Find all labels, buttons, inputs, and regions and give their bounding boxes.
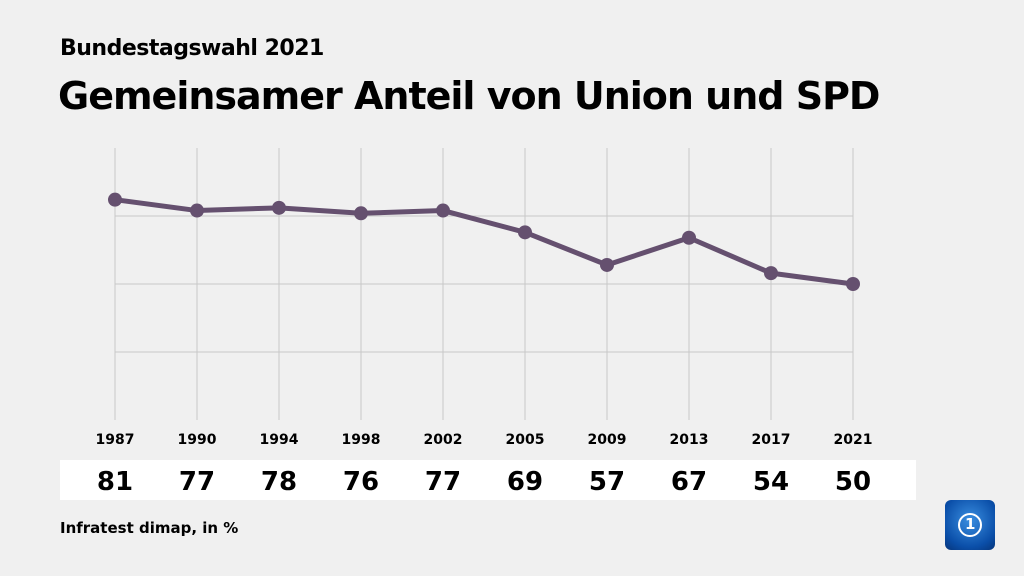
tagesschau-logo: 1 xyxy=(945,500,995,550)
data-point xyxy=(190,203,204,218)
data-point xyxy=(682,230,696,245)
data-label: 54 xyxy=(753,467,789,497)
x-tick-label: 2017 xyxy=(752,432,791,448)
data-point xyxy=(600,257,614,272)
data-point xyxy=(436,203,450,218)
x-tick-label: 1987 xyxy=(96,432,135,448)
logo-one: 1 xyxy=(965,515,976,533)
data-label: 81 xyxy=(97,467,133,497)
data-point xyxy=(354,206,368,221)
data-point xyxy=(108,192,122,207)
x-tick-label: 1998 xyxy=(342,432,381,448)
data-label: 77 xyxy=(425,467,461,497)
source-note: Infratest dimap, in % xyxy=(60,519,239,537)
value-row xyxy=(60,460,916,500)
x-tick-label: 2009 xyxy=(588,432,627,448)
data-point xyxy=(272,200,286,215)
data-label: 78 xyxy=(261,467,297,497)
x-tick-label: 2013 xyxy=(670,432,709,448)
data-point xyxy=(764,266,778,281)
x-tick-label: 1994 xyxy=(260,432,299,448)
data-label: 50 xyxy=(835,467,871,497)
data-point xyxy=(846,277,860,291)
x-tick-label: 2005 xyxy=(506,432,545,448)
data-label: 57 xyxy=(589,467,625,497)
chart-supertitle: Bundestagswahl 2021 xyxy=(60,36,324,61)
data-point xyxy=(518,225,532,240)
x-tick-label: 2002 xyxy=(424,432,463,448)
data-label: 69 xyxy=(507,467,543,497)
data-label: 76 xyxy=(343,467,379,497)
data-label: 67 xyxy=(671,467,707,497)
x-tick-label: 2021 xyxy=(834,432,873,448)
chart-title: Gemeinsamer Anteil von Union und SPD xyxy=(58,74,880,118)
data-label: 77 xyxy=(179,467,215,497)
series-line xyxy=(114,197,854,287)
x-tick-label: 1990 xyxy=(178,432,217,448)
